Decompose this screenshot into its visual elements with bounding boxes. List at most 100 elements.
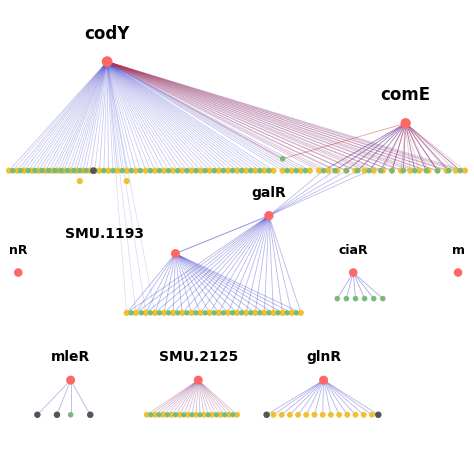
Point	[344, 411, 351, 419]
Point	[192, 411, 200, 419]
Point	[142, 309, 150, 317]
Point	[123, 177, 130, 185]
Point	[197, 309, 204, 317]
Text: glnR: glnR	[306, 350, 341, 364]
Point	[183, 167, 191, 174]
Point	[100, 167, 108, 174]
Point	[128, 309, 135, 317]
Point	[251, 167, 259, 174]
Point	[215, 167, 223, 174]
Point	[233, 309, 241, 317]
Point	[256, 167, 264, 174]
Point	[213, 411, 220, 419]
Point	[90, 167, 97, 174]
Point	[114, 167, 121, 174]
Point	[14, 167, 21, 174]
Point	[172, 250, 179, 257]
Point	[151, 309, 159, 317]
Point	[192, 167, 200, 174]
Point	[67, 411, 74, 419]
Point	[165, 309, 173, 317]
Point	[64, 167, 71, 174]
Point	[422, 167, 430, 174]
Point	[42, 167, 49, 174]
Point	[279, 309, 286, 317]
Point	[352, 167, 359, 174]
Point	[274, 309, 282, 317]
Point	[155, 411, 163, 419]
Point	[201, 411, 208, 419]
Point	[425, 167, 432, 174]
Point	[411, 167, 419, 174]
Text: galR: galR	[252, 186, 286, 200]
Point	[242, 167, 250, 174]
Point	[279, 155, 286, 163]
Point	[188, 167, 195, 174]
Point	[352, 411, 359, 419]
Point	[397, 167, 405, 174]
Point	[370, 295, 377, 302]
Point	[67, 167, 74, 174]
Point	[210, 167, 218, 174]
Point	[402, 119, 410, 127]
Text: mleR: mleR	[51, 350, 90, 364]
Point	[379, 167, 387, 174]
Point	[334, 295, 341, 302]
Point	[279, 167, 286, 174]
Point	[265, 167, 273, 174]
Point	[51, 167, 59, 174]
Text: ciaR: ciaR	[338, 244, 368, 257]
Point	[57, 167, 65, 174]
Point	[288, 309, 295, 317]
Point	[292, 309, 300, 317]
Point	[288, 167, 295, 174]
Point	[109, 167, 117, 174]
Point	[434, 167, 441, 174]
Point	[14, 269, 22, 276]
Point	[49, 167, 56, 174]
Point	[270, 309, 277, 317]
Point	[206, 309, 213, 317]
Point	[156, 309, 164, 317]
Point	[343, 167, 350, 174]
Point	[233, 411, 241, 419]
Point	[206, 167, 213, 174]
Point	[132, 167, 140, 174]
Point	[261, 309, 268, 317]
Point	[194, 376, 202, 384]
Text: m: m	[452, 244, 465, 257]
Point	[146, 309, 154, 317]
Point	[283, 309, 291, 317]
Point	[45, 167, 53, 174]
Point	[55, 167, 62, 174]
Point	[201, 167, 209, 174]
Point	[137, 167, 144, 174]
Point	[128, 167, 135, 174]
Point	[196, 411, 204, 419]
Point	[192, 309, 200, 317]
Point	[179, 309, 186, 317]
Point	[137, 309, 145, 317]
Point	[221, 411, 228, 419]
Point	[188, 309, 195, 317]
Point	[73, 167, 81, 174]
Point	[297, 167, 305, 174]
Point	[70, 167, 78, 174]
Point	[210, 309, 218, 317]
Point	[406, 167, 414, 174]
Point	[34, 411, 41, 419]
Point	[292, 167, 300, 174]
Point	[164, 411, 171, 419]
Point	[247, 309, 255, 317]
Point	[143, 411, 151, 419]
Point	[188, 411, 196, 419]
Point	[352, 295, 359, 302]
Point	[454, 269, 462, 276]
Point	[400, 167, 407, 174]
Point	[278, 411, 285, 419]
Point	[331, 167, 339, 174]
Point	[79, 167, 87, 174]
Point	[169, 167, 177, 174]
Point	[53, 411, 61, 419]
Point	[86, 411, 94, 419]
